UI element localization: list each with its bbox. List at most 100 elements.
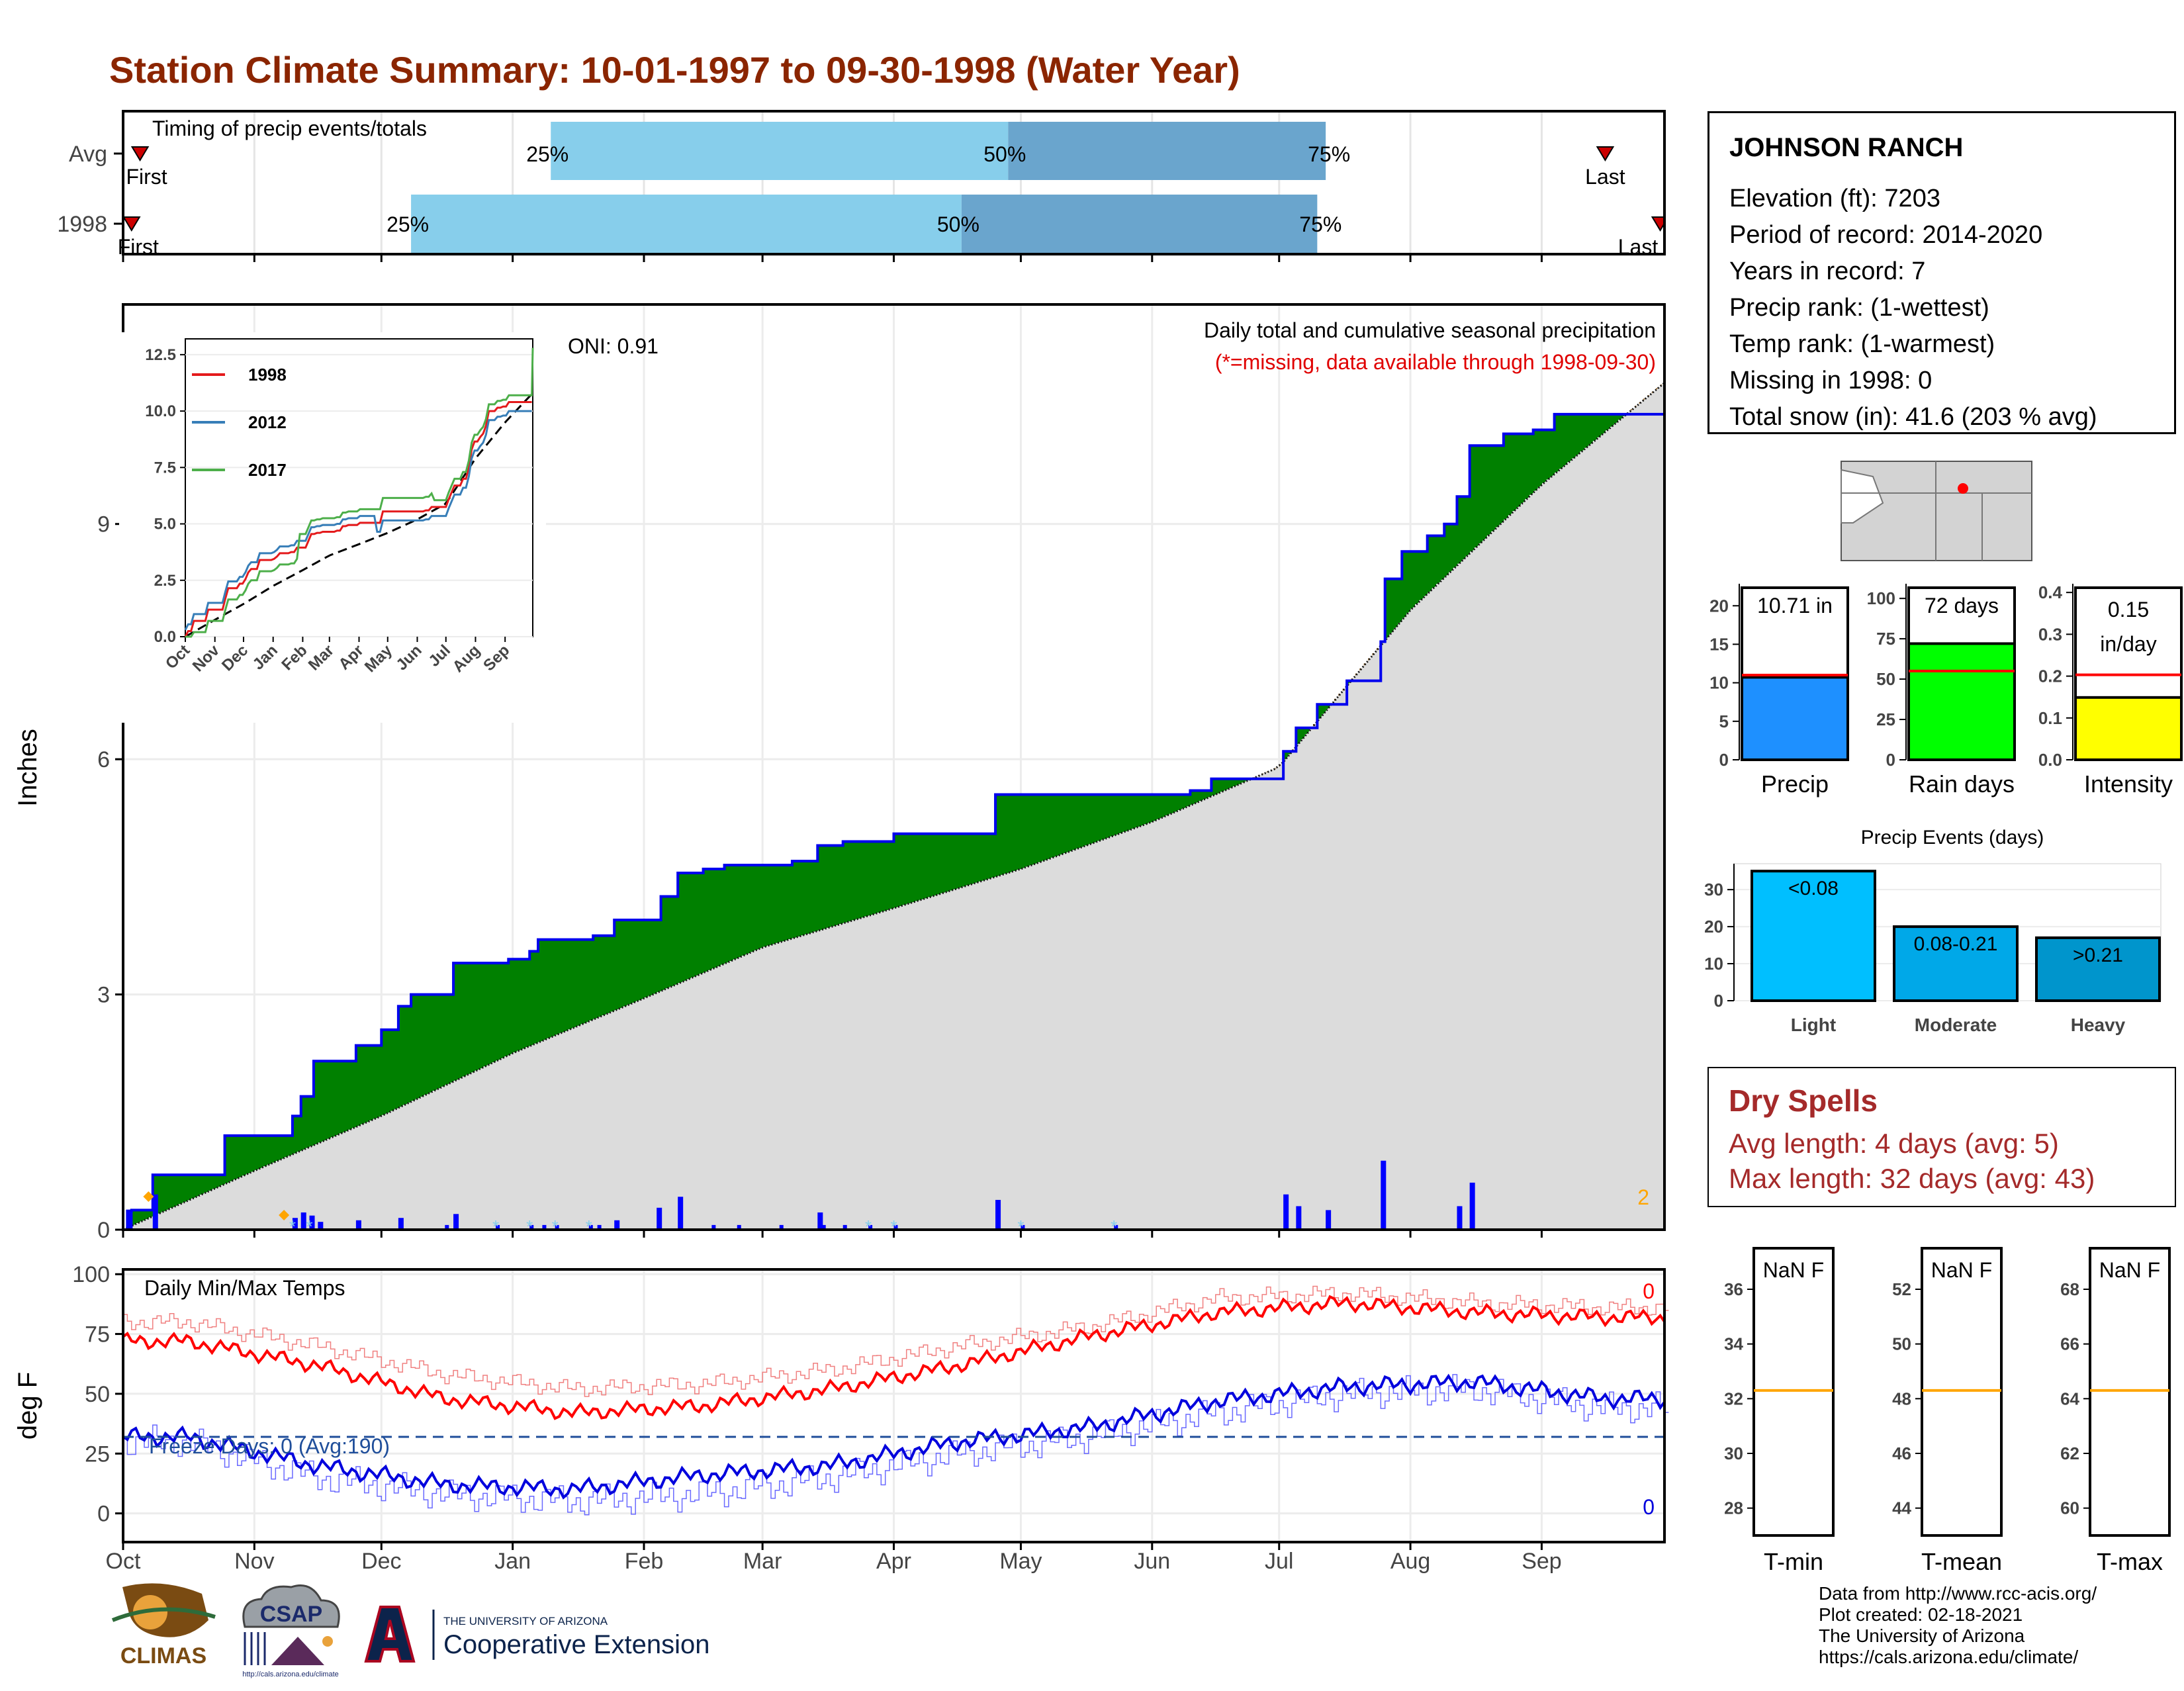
month-tick-label: Dec <box>361 1549 401 1574</box>
precip-anomaly-fill <box>563 940 568 1031</box>
precip-event-category-label: Moderate <box>1915 1015 1997 1035</box>
precip-anomaly-fill <box>911 834 915 903</box>
precip-anomaly-fill <box>1046 794 1051 859</box>
precip-anomaly-fill <box>275 1136 280 1161</box>
summary-y-tick-label: 5 <box>1719 711 1729 731</box>
precip-anomaly-fill <box>352 1061 357 1128</box>
precip-anomaly-fill <box>233 1136 238 1179</box>
station-missing: Missing in 1998: 0 <box>1729 367 1932 395</box>
precip-anomaly-fill <box>1592 414 1597 441</box>
precip-anomaly-fill <box>720 869 725 965</box>
temp-y-tick-label: 0 <box>97 1502 110 1527</box>
precip-event-value-label: 0.08-0.21 <box>1914 933 1998 955</box>
summary-bar-label: Precip <box>1761 770 1829 798</box>
climas-logo[interactable]: CLIMAS <box>109 1580 218 1680</box>
precip-anomaly-fill <box>1495 445 1500 527</box>
inset-legend-label: 2012 <box>248 412 287 432</box>
precip-anomaly-fill <box>551 940 555 1036</box>
dry-spells-box: Dry Spells Avg length: 4 days (avg: 5) M… <box>1707 1067 2176 1207</box>
precip-anomaly-fill <box>289 1136 293 1156</box>
precip-anomaly-fill <box>623 920 627 1007</box>
precip-anomaly-fill <box>847 842 852 922</box>
temp-panel-title: Daily Min/Max Temps <box>144 1276 345 1300</box>
precip-anomaly-fill <box>161 1175 166 1212</box>
precip-anomaly-fill <box>386 1030 390 1113</box>
precip-anomaly-fill <box>1076 794 1081 848</box>
precip-anomaly-fill <box>1508 434 1512 515</box>
timing-q75-label: 75% <box>1308 142 1350 166</box>
snow-asterisk: * <box>1111 1216 1117 1236</box>
daily-precip-bar <box>1381 1161 1386 1230</box>
freeze-days-label: Freeze Days: 0 (Avg:190) <box>149 1434 390 1458</box>
temp-box-frame <box>1922 1248 2001 1535</box>
precip-anomaly-fill <box>407 1006 412 1103</box>
month-tick-label: Aug <box>1390 1549 1431 1574</box>
csap-logo[interactable]: CSAP http://cals.arizona.edu/climate <box>232 1580 349 1680</box>
month-tick-label: Apr <box>876 1549 911 1574</box>
precip-anomaly-fill <box>326 1061 331 1138</box>
daily-precip-bar <box>1470 1183 1475 1230</box>
precip-anomaly-fill <box>856 842 860 919</box>
precip-anomaly-fill <box>496 963 500 1060</box>
precip-anomaly-fill <box>644 920 649 997</box>
precip-anomaly-fill <box>165 1175 170 1210</box>
precip-event-category-label: Light <box>1791 1015 1836 1035</box>
precip-anomaly-fill <box>500 963 504 1058</box>
temp-box-y-tick-label: 50 <box>1892 1334 1911 1354</box>
temp-box-y-tick-label: 68 <box>2060 1279 2079 1299</box>
precip-anomaly-fill <box>1491 445 1496 531</box>
timing-row-label: 1998 <box>57 212 107 237</box>
temp-box-y-tick-label: 64 <box>2060 1389 2079 1408</box>
precip-events-y-tick-label: 20 <box>1704 917 1723 937</box>
summary-y-tick-label: 100 <box>1867 588 1895 608</box>
precip-anomaly-fill <box>280 1136 285 1159</box>
precip-anomaly-fill <box>335 1061 340 1135</box>
precip-anomaly-fill <box>889 842 894 909</box>
precip-anomaly-fill <box>987 834 991 879</box>
temp-y-label: deg F <box>13 1372 42 1440</box>
ua-cooperative-extension-logo[interactable]: THE UNIVERSITY OF ARIZONA Cooperative Ex… <box>361 1602 745 1668</box>
precip-anomaly-fill <box>1182 794 1187 808</box>
precip-anomaly-fill <box>1034 794 1038 864</box>
daily-precip-bar <box>1457 1206 1462 1230</box>
snow-asterisk: * <box>492 1216 499 1236</box>
precip-anomaly-fill <box>733 865 737 959</box>
climas-logo-text: CLIMAS <box>120 1643 206 1668</box>
precip-anomaly-fill <box>648 920 653 995</box>
precip-anomaly-fill <box>538 940 543 1042</box>
precip-anomaly-fill <box>1063 794 1068 852</box>
precip-anomaly-fill <box>339 1061 343 1133</box>
precip-anomaly-fill <box>957 834 962 888</box>
precip-anomaly-fill <box>801 861 805 935</box>
precip-anomaly-fill <box>999 794 1004 874</box>
timing-row-label: Avg <box>69 142 107 167</box>
temp-box-y-tick-label: 48 <box>1892 1389 1911 1408</box>
inset-y-tick-label: 5.0 <box>154 516 176 533</box>
dry-spells-title: Dry Spells <box>1729 1083 1878 1119</box>
precip-anomaly-fill <box>1148 794 1152 823</box>
precip-anomaly-fill <box>169 1175 174 1208</box>
precip-anomaly-fill <box>322 1061 327 1140</box>
temp-box-y-tick-label: 62 <box>2060 1443 2079 1463</box>
precip-anomaly-fill <box>1516 434 1521 507</box>
precip-anomaly-fill <box>1152 794 1157 821</box>
timing-q75-label: 75% <box>1299 212 1342 236</box>
precip-anomaly-fill <box>513 959 518 1052</box>
location-map <box>1841 461 2032 561</box>
precip-anomaly-fill <box>1453 524 1457 568</box>
precip-anomaly-fill <box>822 845 827 929</box>
station-elevation: Elevation (ft): 7203 <box>1729 185 1940 213</box>
precip-anomaly-fill <box>534 951 539 1043</box>
precip-anomaly-fill <box>310 1097 314 1146</box>
credit-data-source: Data from http://www.rcc-acis.org/ <box>1819 1583 2097 1604</box>
precip-caption-missing: (*=missing, data available through 1998-… <box>1215 350 1656 374</box>
precip-anomaly-fill <box>725 865 729 963</box>
precip-anomaly-fill <box>762 865 767 946</box>
precip-anomaly-fill <box>729 865 733 961</box>
